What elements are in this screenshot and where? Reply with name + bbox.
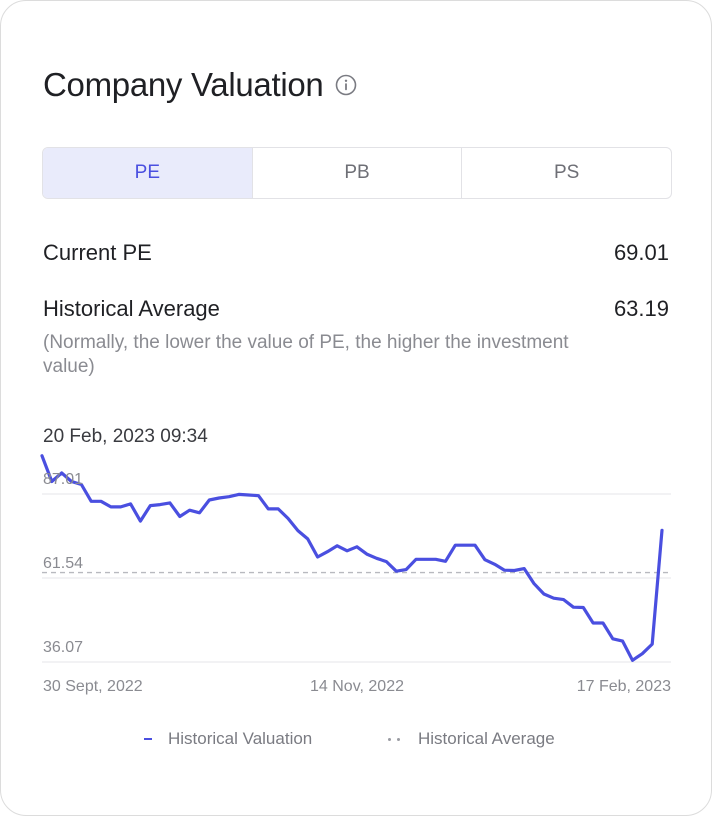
y-tick-label: 36.07 xyxy=(43,639,83,656)
chart-labels-layer: 87.01 61.54 36.07 30 Sept, 2022 14 Nov, 2022… xyxy=(43,471,671,695)
legend-dots-swatch xyxy=(388,737,400,741)
historical-valuation-line[interactable] xyxy=(40,454,664,662)
info-icon[interactable] xyxy=(335,74,357,96)
chart-grid xyxy=(42,493,671,663)
chart-series-layer xyxy=(40,454,664,662)
tab-pe[interactable]: PE xyxy=(43,148,252,198)
legend-historical-average[interactable]: Historical Average xyxy=(388,729,555,749)
title-row: Company Valuation xyxy=(43,63,357,107)
legend-historical-valuation[interactable]: Historical Valuation xyxy=(144,729,312,749)
tab-pb[interactable]: PB xyxy=(251,148,462,198)
x-tick-label: 17 Feb, 2023 xyxy=(577,678,671,695)
current-pe-label: Current PE xyxy=(43,240,152,265)
legend-historical-valuation-label: Historical Valuation xyxy=(168,729,313,748)
card-title: Company Valuation xyxy=(43,66,324,103)
historical-average-label: Historical Average xyxy=(43,296,220,321)
chart-timestamp: 20 Feb, 2023 09:34 xyxy=(43,426,208,447)
valuation-tabs: PE PB PS xyxy=(42,147,672,199)
chart-legend: Historical Valuation Historical Average xyxy=(1,729,712,755)
legend-historical-average-label: Historical Average xyxy=(418,729,555,748)
tab-ps[interactable]: PS xyxy=(461,148,671,198)
x-tick-label: 14 Nov, 2022 xyxy=(310,678,404,695)
y-tick-label: 87.01 xyxy=(43,471,83,488)
current-pe-value: 69.01 xyxy=(613,240,669,265)
legend-line-swatch xyxy=(144,738,152,740)
x-tick-label: 30 Sept, 2022 xyxy=(43,678,143,695)
y-tick-label: 61.54 xyxy=(43,555,83,572)
historical-average-value: 63.19 xyxy=(613,296,669,321)
valuation-line-chart: 87.01 61.54 36.07 30 Sept, 2022 14 Nov, 2022… xyxy=(40,454,671,695)
pe-explanation-note: (Normally, the lower the value of PE, th… xyxy=(43,332,569,377)
